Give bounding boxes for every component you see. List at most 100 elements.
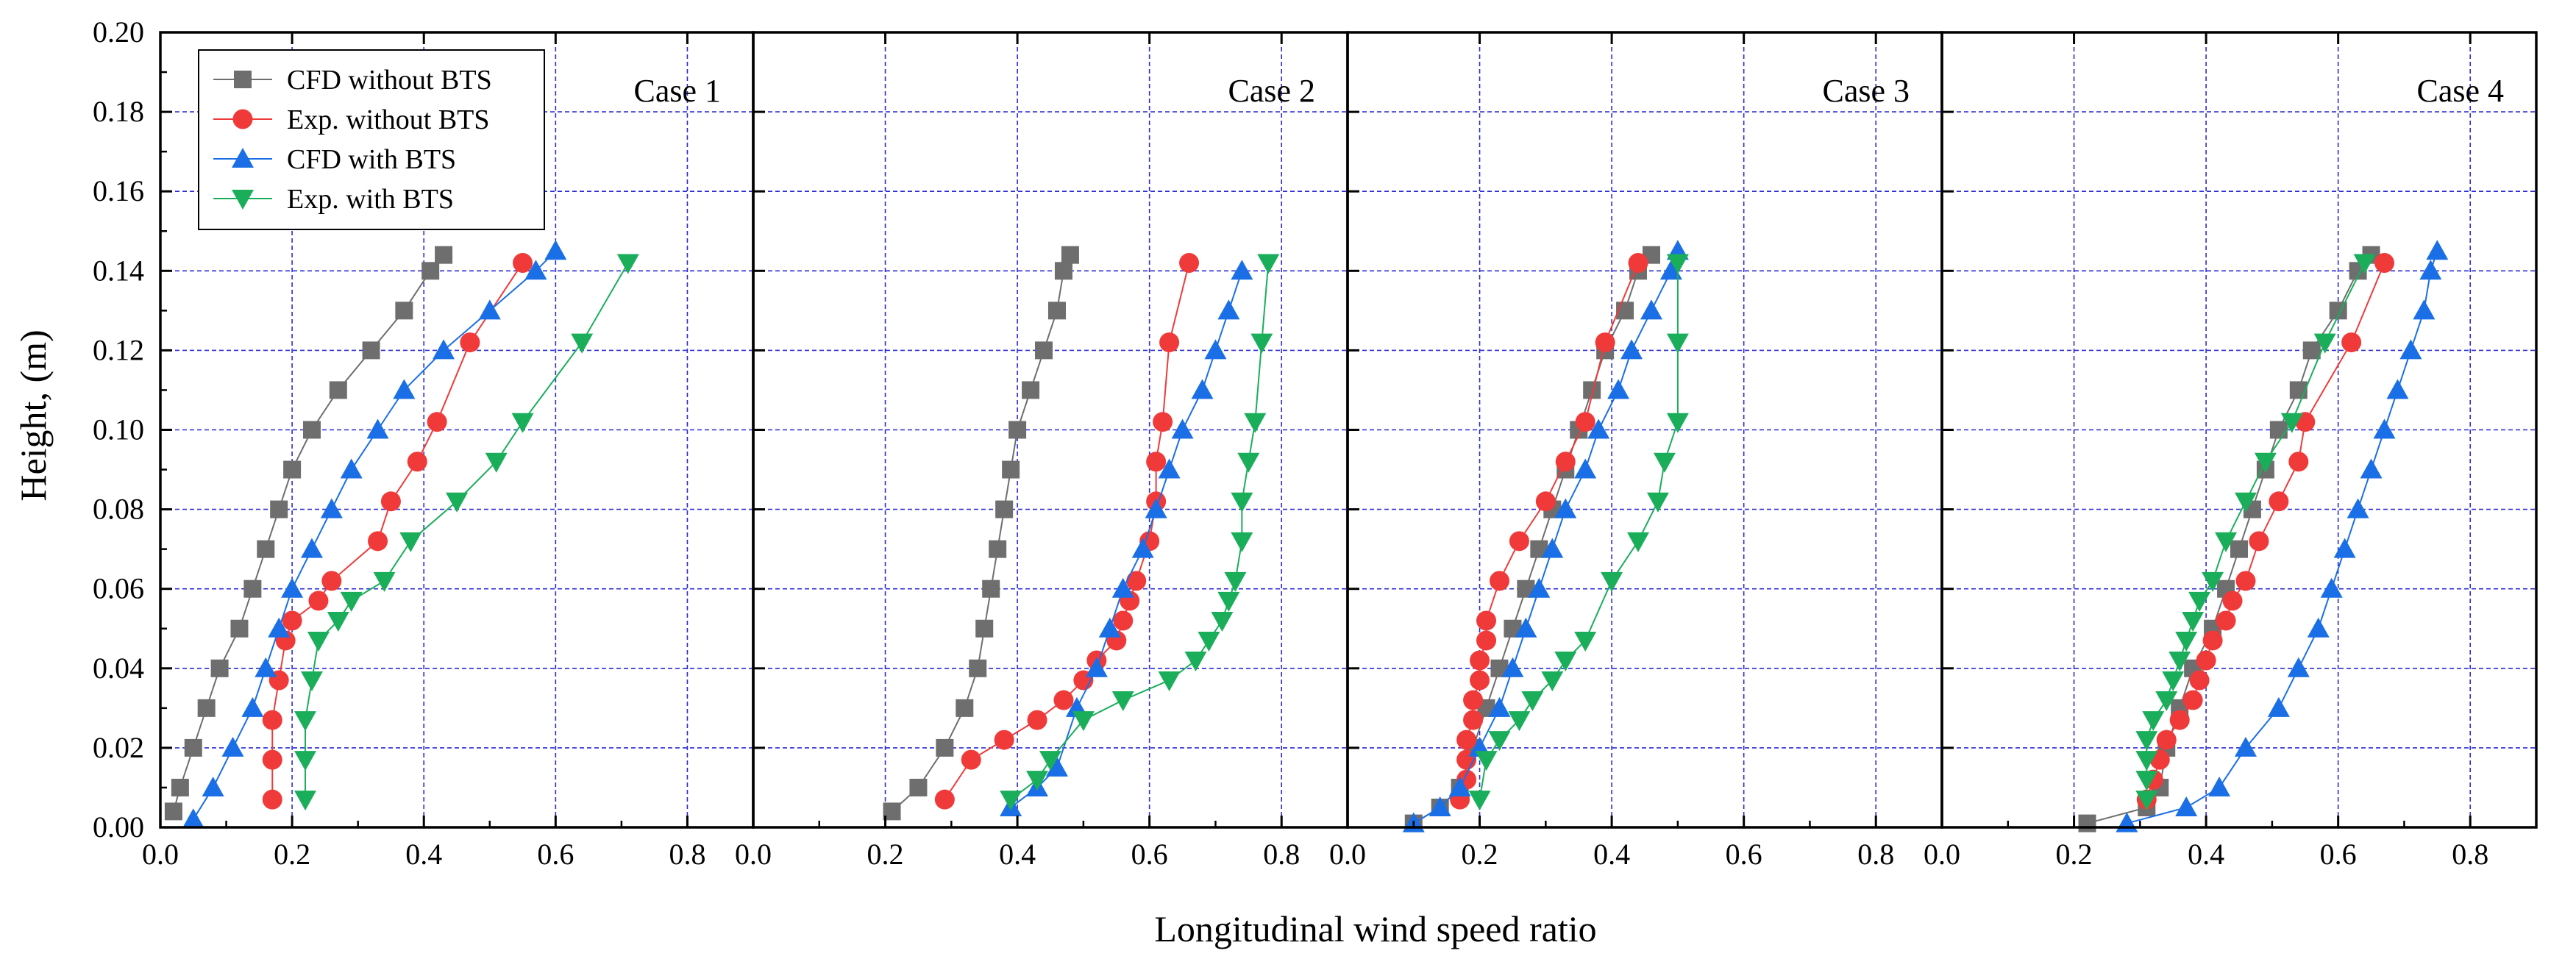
data-point [1587, 418, 1610, 439]
x-tick-label: 0.6 [1131, 838, 1168, 871]
data-point [1646, 492, 1669, 513]
data-point [511, 413, 534, 433]
data-point [221, 736, 244, 757]
series-4-case-1 [294, 254, 639, 811]
series-1-case-2 [883, 246, 1079, 821]
x-tick-label: 0.4 [999, 838, 1036, 871]
data-point [197, 699, 216, 717]
data-point [2156, 730, 2177, 750]
data-point [1204, 339, 1227, 360]
data-point [1008, 421, 1027, 439]
data-point [1448, 776, 1471, 796]
data-point [2202, 630, 2223, 651]
data-point [1490, 659, 1509, 677]
data-point [294, 711, 317, 732]
x-tick-label: 0.4 [1593, 838, 1630, 871]
x-tick-label: 0.6 [2320, 838, 2357, 871]
data-point [485, 452, 508, 473]
legend-marker [232, 148, 254, 168]
x-tick-label: 0.8 [669, 838, 705, 871]
data-point [373, 571, 396, 592]
data-point [936, 738, 954, 757]
data-point [395, 302, 413, 320]
data-point [1035, 341, 1053, 360]
y-tick-label: 0.18 [93, 95, 144, 128]
data-point [184, 738, 202, 757]
data-point [1463, 710, 1484, 730]
legend-label: CFD with BTS [287, 144, 456, 175]
data-point [1475, 751, 1498, 771]
legend-label: Exp. without BTS [287, 104, 490, 135]
case-label: Case 4 [2416, 73, 2504, 109]
case-label: Case 2 [1228, 73, 1315, 109]
data-point [294, 751, 317, 771]
data-point [1217, 591, 1240, 612]
data-point [1002, 460, 1020, 479]
data-point [2399, 339, 2422, 360]
data-point [1476, 630, 1497, 651]
data-point [1146, 452, 1167, 472]
data-point [1508, 711, 1531, 732]
case-label: Case 1 [633, 73, 721, 109]
series-2-case-1 [262, 252, 533, 810]
y-tick-label: 0.04 [93, 652, 144, 685]
data-point [2333, 538, 2356, 558]
x-tick-label: 0.8 [2452, 838, 2488, 871]
y-tick-label: 0.20 [93, 15, 144, 49]
data-point [308, 591, 329, 611]
y-tick-label: 0.08 [93, 493, 144, 526]
data-point [1054, 262, 1072, 280]
series-line [891, 254, 1071, 813]
data-point [1470, 670, 1490, 691]
data-point [909, 778, 928, 796]
legend: CFD without BTS Exp. without BTS CFD with … [198, 49, 545, 230]
data-point [399, 532, 422, 552]
x-tick-label: 0.2 [1462, 838, 1498, 871]
data-point [2267, 696, 2290, 717]
data-point [1184, 651, 1207, 671]
data-point [281, 577, 304, 598]
data-point [2078, 814, 2096, 832]
data-point [1509, 531, 1529, 552]
data-point [1468, 791, 1491, 811]
data-point [1607, 379, 1630, 399]
data-point [1179, 252, 1200, 273]
x-tick-label: 0.6 [1726, 838, 1762, 871]
data-point [1000, 791, 1022, 811]
data-point [1666, 333, 1689, 354]
legend-marker [232, 109, 253, 129]
data-point [2235, 571, 2256, 591]
data-point [1217, 299, 1240, 320]
x-tick-label: 0.4 [2188, 838, 2224, 871]
data-point [1111, 577, 1134, 598]
data-point [1159, 332, 1180, 353]
series-layer [164, 240, 2449, 832]
data-point [2287, 657, 2310, 677]
data-point [2320, 577, 2343, 598]
x-tick-label: 0.2 [867, 838, 904, 871]
data-point [2269, 421, 2288, 439]
data-point [1541, 538, 1564, 558]
data-point [1045, 756, 1068, 777]
data-point [1456, 730, 1477, 750]
data-point [1098, 617, 1121, 638]
data-point [1595, 332, 1615, 353]
data-point [934, 789, 955, 810]
data-point [1554, 651, 1577, 671]
data-point [1653, 452, 1676, 473]
data-point [1666, 254, 1689, 274]
data-point [262, 710, 282, 730]
data-point [1113, 610, 1134, 631]
data-point [1153, 412, 1173, 432]
data-point [1501, 657, 1524, 677]
grid [160, 32, 2536, 827]
data-point [362, 341, 380, 360]
data-point [571, 333, 594, 354]
data-point [230, 619, 249, 638]
series-4-case-4 [2135, 254, 2376, 811]
data-point [257, 540, 275, 558]
data-point [320, 498, 343, 518]
data-point [1489, 571, 1509, 591]
x-tick-label: 0.0 [1329, 838, 1366, 871]
data-point [393, 379, 416, 399]
